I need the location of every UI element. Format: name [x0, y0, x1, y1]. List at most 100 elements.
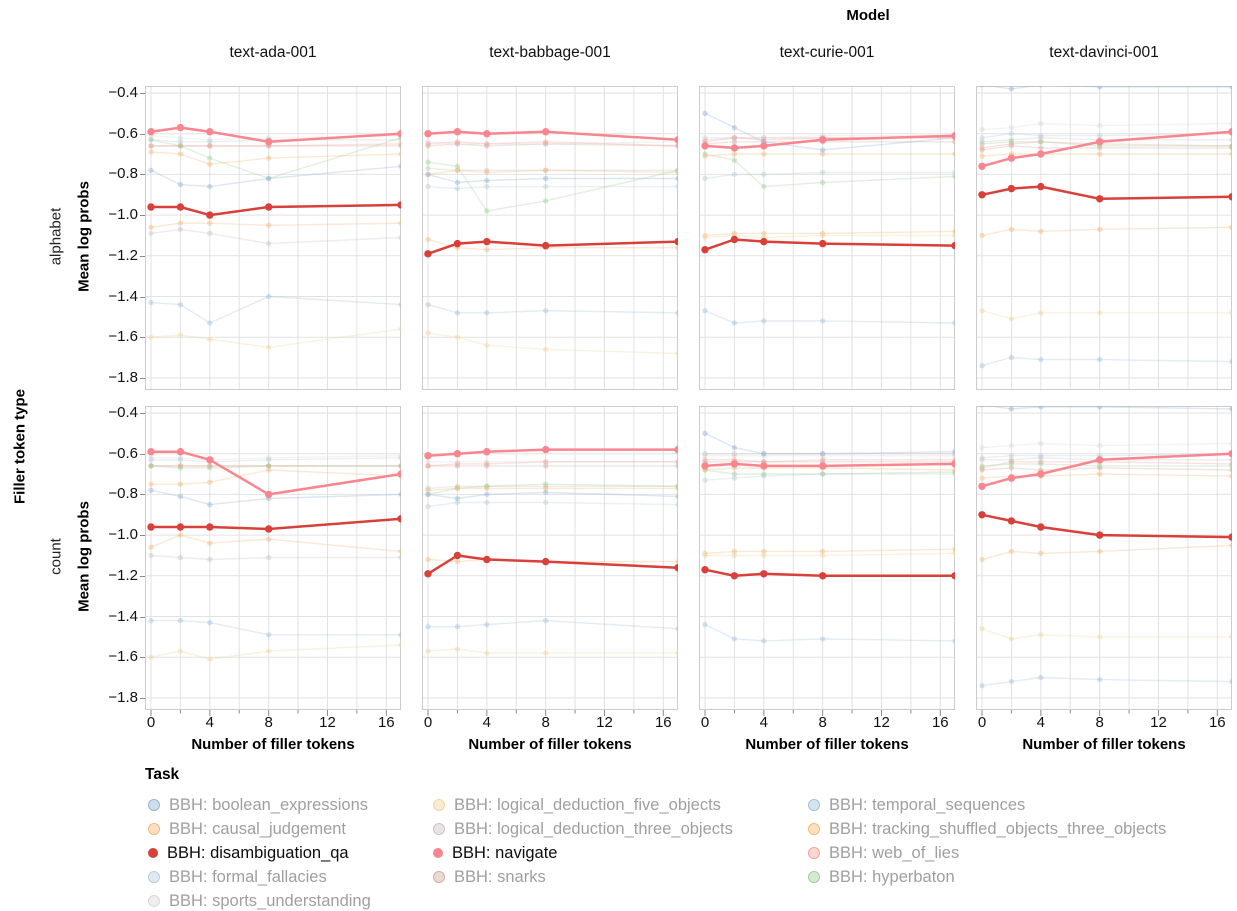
legend-swatch-icon — [148, 848, 158, 858]
legend-title: Task — [145, 766, 180, 783]
legend-swatch-icon — [808, 871, 820, 883]
series-bool — [702, 430, 955, 457]
legend-label: BBH: snarks — [454, 867, 546, 886]
series-causal — [702, 151, 955, 159]
series-navigate — [424, 128, 678, 144]
column-title-text-ada-001: text-ada-001 — [229, 44, 317, 61]
legend-swatch-icon — [433, 823, 445, 835]
legend-label: BBH: temporal_sequences — [829, 795, 1026, 814]
legend-swatch-icon — [148, 823, 160, 835]
y-tick-mark — [140, 575, 145, 577]
series-navigate — [701, 460, 955, 470]
legend-swatch-icon — [808, 823, 820, 835]
panel-text-curie-001-count: 0 4 8 12 16 Number of filler tokens — [699, 406, 955, 753]
series-bool — [979, 86, 1232, 92]
x-tick-label: 16 — [931, 714, 949, 731]
legend-label: BBH: logical_deduction_three_objects — [454, 819, 733, 838]
series-tracking — [702, 546, 955, 557]
x-tick-label: 16 — [1208, 714, 1226, 731]
panel-text-ada-001-alphabet: −0.4 −0.6 −0.8 −1.0 −1.2 −1.4 −1.6 −1.8 — [108, 84, 401, 390]
series-temporal — [425, 617, 678, 632]
series-snarks — [979, 143, 1232, 153]
series-hyper — [979, 461, 1232, 469]
series-tracking — [425, 485, 678, 493]
x-axis-label: Number of filler tokens — [1022, 736, 1186, 753]
panel-text-babbage-001-alphabet — [422, 86, 678, 390]
x-axis-ticks — [427, 710, 664, 716]
legend-item-bool: BBH: boolean_expressions — [148, 795, 368, 815]
y-tick-mark — [140, 296, 145, 298]
series-navigate — [701, 132, 955, 152]
series-disamb — [978, 511, 1232, 541]
series-causal — [425, 556, 678, 565]
y-tick-mark — [140, 255, 145, 257]
x-tick-label: 8 — [1095, 714, 1104, 731]
series-ld5 — [148, 326, 401, 351]
legend-swatch-icon — [433, 871, 445, 883]
series-ld5 — [702, 550, 955, 559]
y-axis-label: Mean log probs — [75, 181, 93, 292]
series-snarks — [148, 463, 401, 469]
x-axis-label: Number of filler tokens — [468, 736, 632, 753]
legend-swatch-icon — [433, 848, 443, 858]
legend-swatch-icon — [148, 895, 160, 907]
series-sports — [979, 120, 1232, 133]
series-hyper — [425, 481, 678, 498]
series-snarks — [425, 141, 678, 149]
x-tick-label: 12 — [873, 714, 890, 731]
series-causal — [425, 236, 678, 253]
legend-swatch-icon — [148, 871, 160, 883]
y-tick-label: −1.4 — [108, 607, 138, 625]
series-causal — [979, 542, 1232, 563]
series-sports — [425, 459, 678, 465]
panel-text-ada-001-count: −0.4 −0.6 −0.8 −1.0 −1.2 −1.4 −1.6 −1.8 0 4 8 12 16 N… — [108, 404, 401, 753]
legend-swatch-icon — [433, 799, 445, 811]
legend-swatch-icon — [808, 847, 820, 859]
legend-item-navigate: BBH: navigate — [433, 843, 557, 863]
column-title-text-davinci-001: text-davinci-001 — [1049, 44, 1159, 61]
series-navigate — [147, 123, 401, 146]
legend-item-sports: BBH: sports_understanding — [148, 891, 371, 911]
series-bool — [979, 406, 1232, 412]
x-tick-label: 0 — [423, 714, 433, 731]
series-temporal — [148, 617, 401, 638]
series-ld3 — [425, 165, 678, 173]
legend-label: BBH: formal_fallacies — [169, 867, 327, 886]
series-formal — [425, 183, 678, 192]
panel-text-babbage-001-count: 0 4 8 12 16 Number of filler tokens — [422, 406, 678, 753]
plot-area — [699, 406, 955, 710]
y-tick-label: −1.6 — [108, 328, 138, 346]
series-hyper — [148, 135, 401, 182]
plot-area — [145, 406, 401, 710]
legend-label: BBH: web_of_lies — [829, 843, 960, 862]
series-formal — [702, 471, 955, 483]
y-axis-label: Mean log probs — [75, 501, 93, 612]
y-tick-label: −1.4 — [108, 287, 138, 305]
series-formal — [702, 169, 955, 182]
x-tick-label: 4 — [482, 714, 492, 731]
series-ld5 — [979, 308, 1232, 322]
y-tick-mark — [140, 413, 145, 414]
y-tick-mark — [140, 535, 145, 537]
legend-item-causal: BBH: causal_judgement — [148, 819, 346, 839]
legend-item-ld5: BBH: logical_deduction_five_objects — [433, 795, 721, 815]
series-temporal — [425, 301, 678, 316]
legend-item-temporal: BBH: temporal_sequences — [808, 795, 1025, 815]
series-disamb — [701, 566, 955, 580]
x-tick-label: 16 — [377, 714, 395, 731]
series-causal — [979, 224, 1232, 239]
y-tick-label: −0.8 — [108, 165, 138, 183]
chart-title: Model — [846, 7, 890, 24]
series-hyper — [148, 463, 401, 471]
legend-item-ld3: BBH: logical_deduction_three_objects — [433, 819, 733, 839]
series-temporal — [702, 621, 955, 644]
plot-area — [145, 86, 401, 390]
x-tick-label: 16 — [654, 714, 672, 731]
series-web — [148, 463, 401, 469]
plot-area — [976, 406, 1232, 710]
x-tick-label: 8 — [541, 714, 550, 731]
series-disamb — [424, 551, 678, 578]
series-ld5 — [979, 626, 1232, 642]
series-causal — [148, 532, 401, 555]
y-tick-mark — [140, 697, 145, 699]
